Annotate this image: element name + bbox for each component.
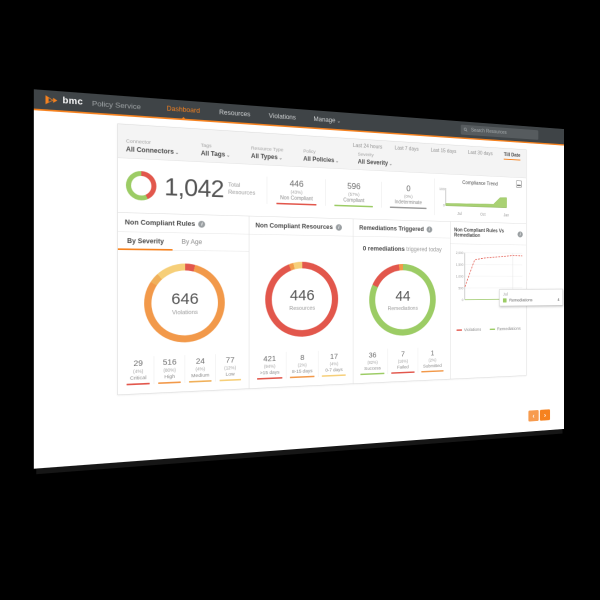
remediations-note: 0 remediations triggered today [362, 244, 442, 253]
stat-submitted: 1 (2%) Submitted [417, 346, 447, 373]
svg-text:500: 500 [459, 286, 464, 290]
remediations-stats: 36 (82%) Success 7 (16%) Failed 1 (2%) Submitt… [354, 346, 451, 384]
remediations-swatch [503, 298, 507, 303]
tab-by-severity[interactable]: By Severity [117, 231, 173, 251]
time-range-last-30-days[interactable]: Last 30 days [467, 149, 493, 157]
chart-tooltip: Jul Remediations 4 [499, 288, 563, 307]
stat-0-7-days: 17 (4%) 0-7 days [318, 349, 350, 378]
nav-item-dashboard[interactable]: Dashboard [167, 100, 200, 119]
panel-title: Remediations Triggered [359, 224, 424, 233]
nav-item-resources[interactable]: Resources [219, 108, 251, 118]
info-icon[interactable]: i [198, 220, 206, 228]
filter-tags-dropdown[interactable]: All Tags⌄ [200, 149, 231, 159]
filter-resource-type-dropdown[interactable]: All Types⌄ [250, 152, 283, 161]
stat-gt-15-days: 421 (94%) >15 days [253, 352, 286, 380]
stat-compliant: 596 (57%) Compliant [325, 179, 382, 208]
logo-text: bmc [62, 95, 84, 107]
chevron-down-icon: ⌄ [336, 118, 341, 125]
legend-violations[interactable]: Violations [456, 327, 481, 333]
stat-medium: 24 (4%) Medium [184, 354, 216, 383]
rules-tabs: By Severity By Age [117, 231, 249, 252]
panel-title: Non Compliant Rules Vs Remediation [454, 227, 505, 239]
stat-failed: 7 (16%) Failed [387, 347, 418, 374]
svg-text:0: 0 [462, 298, 464, 302]
stat-8-15-days: 8 (2%) 8-15 days [285, 350, 319, 379]
stat-low: 77 (12%) Low [215, 353, 245, 382]
compliance-trend-panel: Compliance Trend 100 0 Jul Oct [434, 178, 521, 218]
stat-success: 36 (82%) Success [357, 349, 387, 376]
product-name: Policy Service [91, 98, 141, 111]
chevron-down-icon: ⌄ [335, 158, 339, 164]
info-icon[interactable]: i [426, 226, 433, 233]
resources-stats: 421 (94%) >15 days 8 (2%) 8-15 days 17 (4%) 0-… [249, 349, 353, 389]
bmc-chevron-icon [45, 95, 58, 105]
svg-text:1,000: 1,000 [456, 274, 463, 278]
filter-tags: Tags All Tags⌄ [200, 142, 231, 159]
info-icon[interactable]: i [335, 223, 342, 231]
carousel-next-button[interactable]: › [539, 409, 551, 421]
panel-remediations-triggered: Remediations Triggered i 0 remediations t… [353, 219, 451, 384]
info-icon[interactable]: i [517, 231, 523, 238]
stat-indeterminate: 0 (0%) Indeterminate [381, 181, 435, 210]
chevron-down-icon: ⌄ [388, 161, 393, 167]
compliance-trend-chart: 100 0 [439, 187, 509, 210]
tab-by-age[interactable]: By Age [181, 237, 203, 246]
search-input[interactable] [470, 126, 536, 138]
svg-text:0: 0 [443, 203, 445, 207]
summary-row: 1,042 Total Resources 446 (43%) Non Comp… [118, 158, 526, 223]
export-icon[interactable] [515, 180, 522, 188]
chevron-down-icon: ⌄ [226, 152, 231, 158]
chevron-down-icon: ⌄ [278, 155, 283, 161]
svg-text:2,000: 2,000 [456, 250, 463, 254]
filter-policy: Policy All Policies⌄ [303, 148, 339, 164]
summary-stats: 446 (43%) Non Compliant 596 (57%) Compli… [266, 176, 435, 210]
legend-remediations[interactable]: Remediations [489, 326, 521, 332]
dashboard-page: Last 24 hours Last 7 days Last 15 days L… [33, 110, 565, 469]
nav-item-manage[interactable]: Manage⌄ [313, 115, 341, 125]
dashboard-window: bmc Policy Service Dashboard Resources V… [33, 89, 565, 469]
panel-sections: Non Compliant Rules i By Severity By Age … [117, 212, 563, 395]
total-resources-donut [125, 170, 157, 201]
bmc-logo: bmc Policy Service [45, 95, 141, 112]
tilted-screenshot: bmc Policy Service Dashboard Resources V… [33, 89, 565, 469]
chevron-down-icon: ⌄ [174, 149, 180, 156]
search-box[interactable] [460, 124, 539, 140]
filter-severity-dropdown[interactable]: All Severity⌄ [357, 158, 393, 167]
chart-legend: Violations Remediations [451, 326, 526, 333]
panel-non-compliant-rules: Non Compliant Rules i By Severity By Age … [117, 212, 250, 395]
panel-title: Non Compliant Rules [124, 218, 196, 228]
search-icon [464, 127, 468, 132]
filter-policy-dropdown[interactable]: All Policies⌄ [303, 155, 339, 164]
violations-donut: 646 Violations [144, 263, 225, 344]
stat-critical: 29 (4%) Critical [123, 356, 154, 386]
stat-high: 516 (80%) High [153, 355, 185, 385]
filter-connector: Connector All Connectors⌄ [125, 138, 180, 156]
filter-resource-type: Resource Type All Types⌄ [250, 145, 284, 161]
remediations-donut: 44 Remediations [369, 263, 436, 337]
time-range-till-date[interactable]: Till Date [503, 151, 521, 161]
time-range-last-7-days[interactable]: Last 7 days [394, 144, 419, 153]
svg-text:100: 100 [439, 187, 445, 192]
rules-vs-remediation-chart: 2,000 1,500 1,000 500 0 Jul Jul [451, 244, 563, 314]
compliance-trend-x-axis: Jul Oct Jan [457, 211, 510, 218]
panel-non-compliant-resources: Non Compliant Resources i 446 Resources [249, 216, 354, 389]
panel-rules-vs-remediation: Non Compliant Rules Vs Remediation i [450, 221, 563, 379]
rules-stats: 29 (4%) Critical 516 (80%) High 24 (4%) Medium… [118, 353, 249, 394]
carousel-prev-button[interactable]: ‹ [528, 409, 539, 422]
dashboard-card: Last 24 hours Last 7 days Last 15 days L… [117, 123, 563, 396]
stat-non-compliant: 446 (43%) Non Compliant [266, 176, 326, 206]
nav-item-violations[interactable]: Violations [268, 112, 296, 122]
svg-text:1,500: 1,500 [456, 262, 463, 266]
filter-connector-dropdown[interactable]: All Connectors⌄ [125, 145, 180, 156]
panel-title: Non Compliant Resources [255, 221, 333, 231]
total-resources-label: Total Resources [228, 181, 256, 197]
resources-donut: 446 Resources [265, 261, 339, 338]
time-range-last-15-days[interactable]: Last 15 days [430, 147, 457, 155]
total-resources-value: 1,042 [164, 172, 224, 203]
carousel-controls: ‹ › [528, 409, 551, 422]
filter-severity: Severity All Severity⌄ [357, 151, 393, 167]
